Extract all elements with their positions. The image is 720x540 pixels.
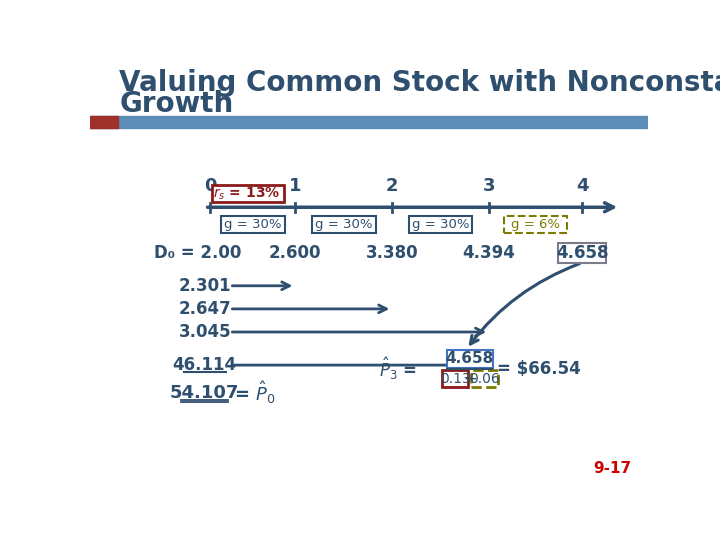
Text: 46.114: 46.114 <box>173 356 237 374</box>
Text: −: − <box>463 370 477 388</box>
Text: g = 30%: g = 30% <box>412 218 469 231</box>
FancyBboxPatch shape <box>221 217 284 233</box>
Text: 3.380: 3.380 <box>366 245 418 262</box>
Text: 2.301: 2.301 <box>179 277 231 295</box>
FancyBboxPatch shape <box>442 370 468 387</box>
Text: 0: 0 <box>204 177 217 195</box>
Text: 3.045: 3.045 <box>179 323 231 341</box>
Text: 0.13: 0.13 <box>440 372 470 386</box>
Text: 4.658: 4.658 <box>446 352 494 367</box>
Text: 2.647: 2.647 <box>179 300 231 318</box>
Bar <box>90 116 648 128</box>
FancyBboxPatch shape <box>558 244 606 264</box>
Text: D₀ = 2.00: D₀ = 2.00 <box>154 245 242 262</box>
Text: $r_s$ = 13%: $r_s$ = 13% <box>213 185 280 201</box>
Text: 2: 2 <box>386 177 398 195</box>
Text: Growth: Growth <box>120 90 234 118</box>
Text: 9-17: 9-17 <box>593 461 631 476</box>
FancyBboxPatch shape <box>504 217 567 233</box>
Text: 4.394: 4.394 <box>463 245 516 262</box>
Text: Valuing Common Stock with Nonconstant: Valuing Common Stock with Nonconstant <box>120 69 720 97</box>
FancyBboxPatch shape <box>446 350 493 368</box>
FancyBboxPatch shape <box>472 370 498 387</box>
Text: 54.107: 54.107 <box>170 384 239 402</box>
Text: = $\hat{P}_0$: = $\hat{P}_0$ <box>234 380 276 406</box>
FancyBboxPatch shape <box>409 217 472 233</box>
Text: $\hat{P}_3$ =: $\hat{P}_3$ = <box>379 356 417 382</box>
Text: 0.06: 0.06 <box>469 372 500 386</box>
Text: = $66.54: = $66.54 <box>497 360 580 378</box>
Text: 2.600: 2.600 <box>269 245 322 262</box>
Text: 4.658: 4.658 <box>556 245 608 262</box>
Text: g = 30%: g = 30% <box>224 218 282 231</box>
FancyBboxPatch shape <box>312 217 376 233</box>
Text: 3: 3 <box>483 177 495 195</box>
Text: g = 6%: g = 6% <box>511 218 560 231</box>
FancyBboxPatch shape <box>212 185 284 202</box>
Text: g = 30%: g = 30% <box>315 218 372 231</box>
Bar <box>90 116 118 128</box>
Text: 4: 4 <box>576 177 588 195</box>
Text: 1: 1 <box>289 177 302 195</box>
